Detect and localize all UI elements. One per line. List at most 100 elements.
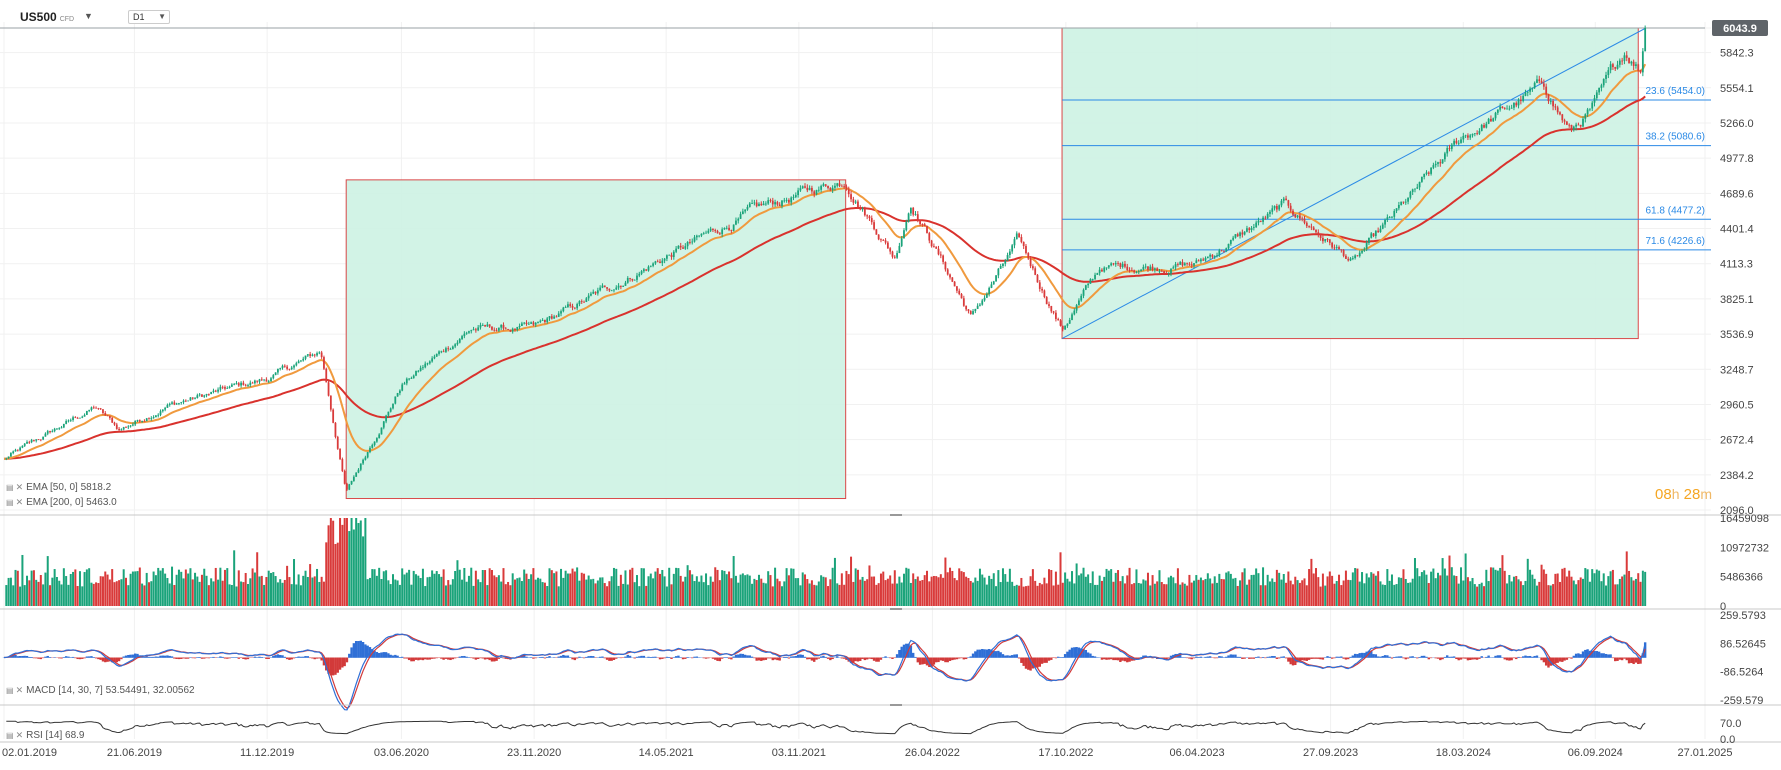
symbol-dropdown-chevron-icon[interactable]: ▼: [84, 11, 93, 21]
volume-bar: [1395, 584, 1398, 606]
candle-body: [240, 382, 242, 386]
macd-histogram-bar: [350, 647, 353, 658]
macd-histogram-bar: [603, 657, 606, 659]
volume-bar: [889, 575, 892, 606]
macd-histogram-bar: [1526, 656, 1529, 658]
candle-body: [1273, 206, 1276, 209]
macd-histogram-bar: [276, 654, 280, 658]
candle-body: [1029, 258, 1032, 267]
candle-body: [504, 328, 507, 330]
candle-body: [1328, 239, 1331, 243]
candle-body: [801, 186, 804, 189]
volume-bar: [424, 586, 427, 606]
volume-bar: [1112, 581, 1115, 606]
volume-bar: [693, 581, 696, 606]
candle-body: [1641, 51, 1644, 73]
candle-body: [1568, 124, 1571, 126]
macd-histogram-bar: [1234, 654, 1237, 658]
candle-body: [67, 420, 70, 422]
volume-bar: [154, 575, 157, 606]
volume-bar: [1407, 582, 1410, 606]
candle-body: [562, 307, 565, 312]
volume-bar: [1280, 579, 1283, 606]
macd-histogram-bar: [686, 657, 689, 658]
candle-body: [949, 274, 951, 278]
settings-icon[interactable]: ▤: [6, 498, 14, 507]
candle-body: [387, 411, 390, 416]
macd-histogram-bar: [94, 657, 98, 659]
candle-body: [1457, 142, 1460, 144]
volume-bar: [495, 577, 498, 606]
candle-body: [859, 207, 862, 210]
volume-bar: [159, 570, 162, 606]
volume-bar: [1057, 584, 1060, 606]
volume-bar: [944, 557, 947, 606]
volume-bar: [764, 583, 767, 606]
macd-histogram-bar: [1623, 657, 1626, 659]
macd-histogram-bar: [1254, 656, 1258, 658]
macd-histogram-bar: [1013, 654, 1016, 658]
macd-histogram-bar: [1280, 656, 1283, 658]
volume-bar: [1356, 568, 1359, 606]
macd-histogram-bar: [1229, 654, 1233, 658]
settings-icon[interactable]: ▤: [6, 483, 14, 492]
macd-histogram-bar: [575, 657, 579, 659]
candle-body: [507, 329, 509, 330]
macd-histogram-bar: [117, 657, 121, 662]
volume-bar: [1331, 575, 1334, 606]
volume-bar: [969, 580, 972, 606]
volume-bar: [251, 568, 254, 606]
volume-bar: [223, 569, 226, 606]
candle-body: [1193, 263, 1195, 266]
volume-bar: [415, 574, 418, 606]
remove-icon[interactable]: ✕: [15, 482, 24, 492]
volume-bar: [348, 531, 351, 606]
macd-histogram-bar: [1271, 655, 1274, 658]
candle-body: [988, 287, 991, 294]
volume-bar: [652, 578, 655, 606]
volume-bar: [1579, 577, 1582, 606]
candle-body: [601, 285, 604, 288]
volume-bar: [1575, 584, 1578, 606]
volume-bar: [1611, 569, 1614, 606]
macd-histogram-bar: [819, 656, 823, 658]
volume-bar: [1471, 577, 1474, 606]
symbol-title[interactable]: US500 CFD: [20, 10, 75, 24]
volume-bar: [1547, 585, 1550, 606]
candle-body: [870, 218, 873, 223]
candle-body: [1508, 108, 1511, 110]
volume-bar: [1087, 574, 1090, 606]
volume-bar: [173, 584, 176, 606]
candle-body: [799, 188, 802, 191]
volume-bar: [1011, 581, 1014, 606]
candle-body: [1262, 217, 1264, 222]
macd-histogram-bar: [364, 644, 367, 658]
settings-icon[interactable]: ▤: [6, 686, 14, 695]
macd-histogram-bar: [1342, 657, 1345, 659]
price-panel[interactable]: 23.6 (5454.0)38.2 (5080.6)61.8 (4477.2)7…: [0, 22, 1711, 739]
volume-bar: [592, 578, 595, 606]
remove-icon[interactable]: ✕: [15, 685, 24, 695]
price-axis-tick: 4977.8: [1720, 153, 1754, 165]
volume-bar: [1614, 584, 1617, 606]
settings-icon[interactable]: ▤: [6, 731, 14, 740]
timeframe-select[interactable]: D1 ▼: [128, 10, 170, 24]
macd-histogram-bar: [1457, 657, 1460, 661]
candle-body: [712, 228, 714, 230]
macd-histogram-bar: [1010, 655, 1014, 658]
candle-body: [921, 224, 924, 225]
volume-bar: [115, 581, 118, 606]
remove-icon[interactable]: ✕: [15, 497, 24, 507]
volume-bar: [362, 536, 365, 606]
macd-histogram-bar: [1515, 657, 1518, 660]
volume-bar: [688, 570, 691, 606]
macd-histogram-bar: [1535, 655, 1539, 658]
candle-body: [813, 191, 816, 195]
volume-bar: [1133, 583, 1136, 606]
remove-icon[interactable]: ✕: [15, 730, 24, 740]
volume-bar: [1460, 567, 1463, 606]
candle-body: [148, 418, 150, 420]
macd-histogram-bar: [366, 645, 369, 658]
volume-bar: [1340, 585, 1343, 606]
